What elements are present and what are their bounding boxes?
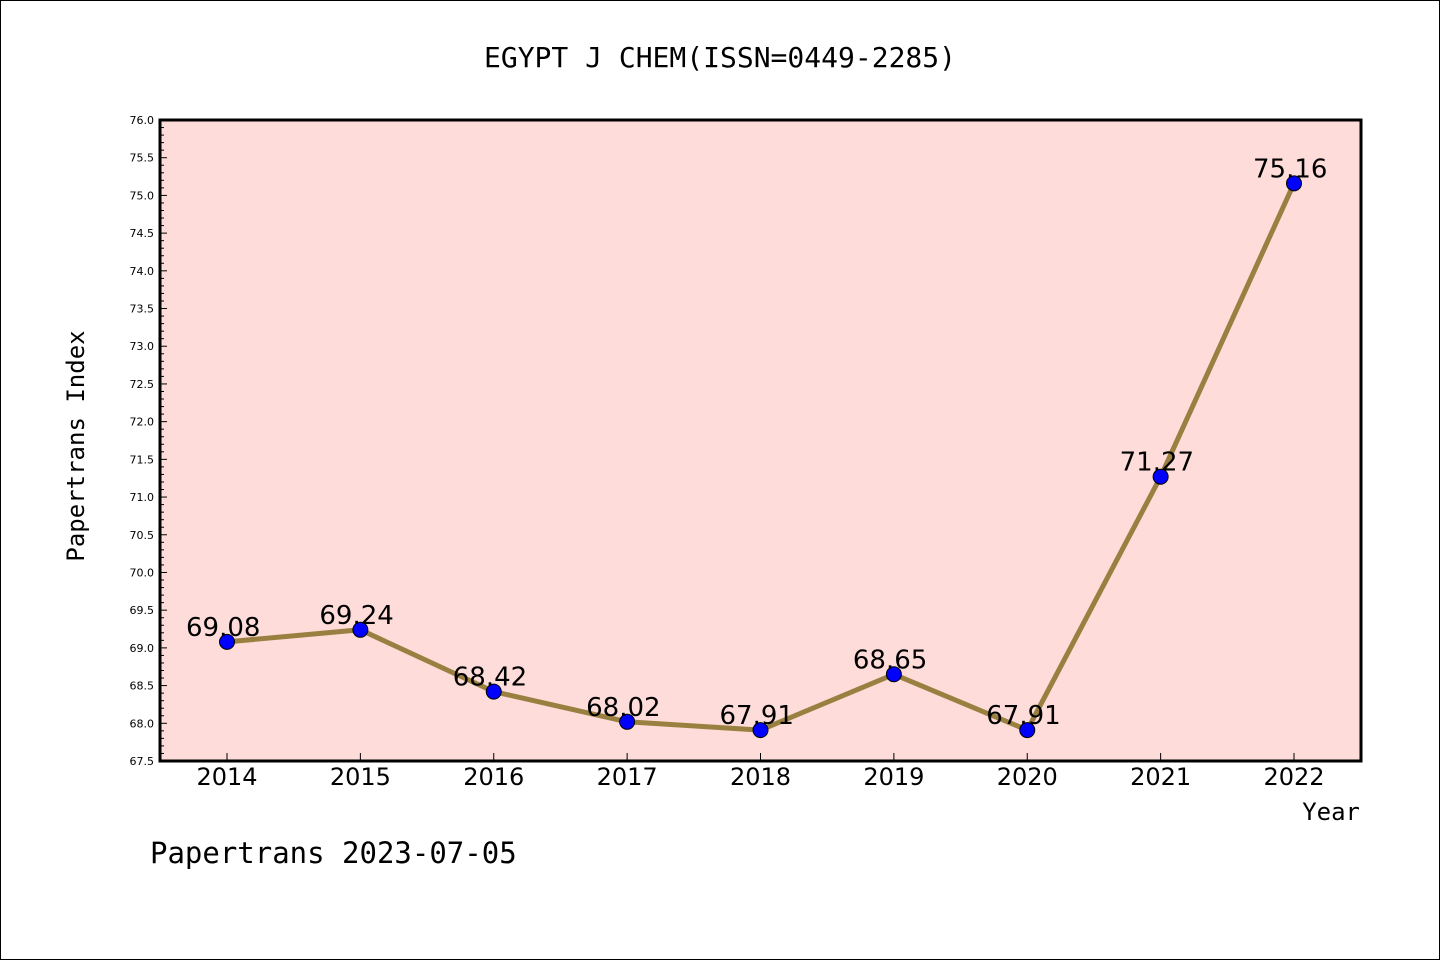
data-point [1286, 175, 1302, 192]
y-tick-label: 73.5 [130, 303, 155, 316]
y-tick-label: 75.5 [130, 152, 155, 165]
plot-area [158, 118, 1363, 763]
x-tick-label: 2022 [1263, 763, 1324, 791]
chart-title: EGYPT J CHEM(ISSN=0449-2285) [484, 41, 956, 74]
y-tick-label: 69.5 [130, 604, 155, 617]
x-axis: 2014 2015 2016 2017 2018 2019 2020 2021 2022 [196, 753, 1325, 791]
y-tick-label: 70.5 [130, 529, 155, 542]
y-tick-label: 71.5 [130, 453, 155, 466]
y-tick-label: 67.5 [130, 755, 155, 768]
data-point [885, 666, 902, 683]
data-label: 67.91 [720, 701, 794, 731]
data-label: 69.08 [186, 613, 260, 643]
x-tick-label: 2014 [196, 763, 257, 791]
data-point [619, 713, 636, 730]
y-axis: 67.5 68.0 68.5 69.0 69.5 70.0 70.5 71.0 71.5 72.0… [130, 114, 167, 768]
y-tick-label: 69.0 [130, 642, 155, 655]
y-tick-label: 68.0 [130, 717, 155, 730]
data-point [485, 683, 502, 700]
data-label: 68.65 [853, 645, 927, 675]
y-tick-label: 71.0 [130, 491, 155, 504]
data-label: 69.24 [319, 601, 393, 631]
y-tick-label: 75.0 [130, 189, 155, 202]
x-tick-label: 2021 [1130, 763, 1191, 791]
x-tick-label: 2016 [463, 763, 524, 791]
x-tick-label: 2020 [997, 763, 1058, 791]
y-tick-label: 72.5 [130, 378, 155, 391]
y-tick-label: 74.5 [130, 227, 155, 240]
data-point [752, 722, 769, 739]
data-point [219, 633, 235, 650]
data-labels: 69.08 69.24 68.42 68.02 67.91 68.65 67.91 71.27… [186, 154, 1327, 731]
y-tick-label: 68.5 [130, 680, 155, 693]
x-axis-label: Year [1302, 798, 1360, 826]
x-tick-label: 2015 [330, 763, 391, 791]
x-tick-label: 2018 [730, 763, 791, 791]
series-line [219, 175, 1302, 739]
data-label: 67.91 [986, 701, 1060, 731]
data-label: 68.42 [453, 663, 527, 693]
footer-date: Papertrans 2023-07-05 [150, 836, 517, 870]
y-tick-label: 73.0 [130, 340, 155, 353]
x-tick-label: 2019 [863, 763, 924, 791]
y-tick-label: 74.0 [130, 265, 155, 278]
data-label: 71.27 [1120, 448, 1194, 478]
data-label: 75.16 [1253, 154, 1327, 184]
data-label: 68.02 [586, 693, 660, 723]
data-point [1019, 722, 1036, 739]
y-axis-label: Papertrans Index [62, 330, 90, 561]
y-tick-label: 76.0 [130, 114, 155, 127]
data-point [352, 621, 369, 638]
y-tick-label: 72.0 [130, 416, 155, 429]
y-tick-label: 70.0 [130, 566, 155, 579]
data-point [1152, 468, 1169, 485]
x-tick-label: 2017 [597, 763, 658, 791]
